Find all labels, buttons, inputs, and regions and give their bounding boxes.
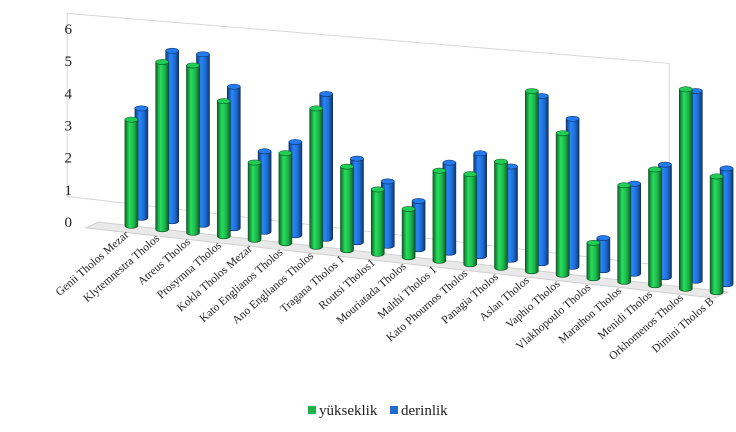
bar-yukseklik-5 [278,150,293,247]
y-tick-label: 0 [65,215,73,231]
bar-yukseklik-0 [124,116,139,229]
legend-label-yukseklik: yükseklik [319,403,378,419]
y-tick-label: 6 [65,22,73,38]
x-tick-label: Tragana Tholos 1 [278,253,347,315]
bar-yukseklik-1 [155,59,169,233]
bars [124,47,734,296]
x-tick-label: Dimini Tholos B [650,295,717,355]
bar-yukseklik-7 [340,163,354,254]
bar-yukseklik-12 [494,158,508,271]
y-axis: 0 1 2 3 4 5 6 [65,22,73,231]
legend-label-derinlik: derinlik [401,403,448,419]
bar-yukseklik-13 [524,88,539,275]
x-tick-label: Malthi Tholos 1 [376,264,440,322]
bar-yukseklik-14 [555,130,570,278]
bar-yukseklik-2 [186,62,200,236]
bar-yukseklik-10 [432,167,447,264]
y-tick-label: 4 [65,86,73,102]
legend-swatch-yukseklik [308,406,316,414]
bar-yukseklik-19 [709,173,724,296]
bar-yukseklik-6 [309,105,324,250]
bar-yukseklik-9 [401,206,416,261]
y-tick-label: 5 [65,54,73,70]
y-tick-label: 2 [65,151,73,167]
bar-yukseklik-4 [247,159,262,243]
bar-yukseklik-3 [217,98,231,240]
bar-yukseklik-11 [463,171,478,268]
bar-yukseklik-18 [678,86,693,292]
bar-yukseklik-8 [370,186,385,257]
x-tick-label: Marathon Tholos [556,285,624,346]
y-tick-label: 3 [65,119,73,135]
legend: yükseklik derinlik [308,403,448,419]
legend-swatch-derinlik [390,406,398,414]
y-tick-label: 1 [65,183,73,199]
bar-yukseklik-16 [617,182,632,285]
bar-yukseklik-17 [648,166,662,289]
bar-yukseklik-15 [586,239,601,282]
